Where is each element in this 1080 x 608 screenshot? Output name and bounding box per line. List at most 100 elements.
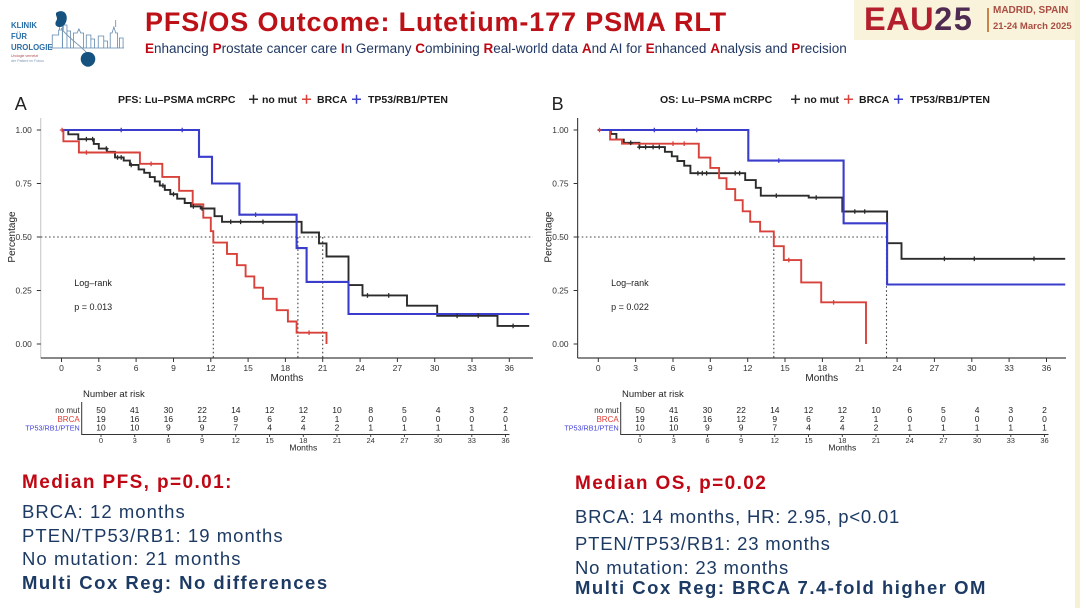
svg-text:1: 1 (368, 423, 373, 433)
svg-text:36: 36 (1040, 436, 1048, 445)
svg-text:0.00: 0.00 (15, 339, 32, 349)
svg-text:Number at risk: Number at risk (83, 389, 145, 400)
svg-text:der Patient im Fokus: der Patient im Fokus (11, 59, 44, 63)
svg-text:BRCA: BRCA (596, 415, 619, 424)
svg-text:0: 0 (941, 414, 946, 424)
svg-text:18: 18 (281, 363, 291, 373)
svg-text:TP53/RB1/PTEN: TP53/RB1/PTEN (25, 424, 79, 433)
svg-text:12: 12 (232, 436, 240, 445)
svg-text:10: 10 (871, 405, 881, 415)
svg-text:24: 24 (355, 363, 365, 373)
svg-text:1: 1 (1008, 423, 1013, 433)
svg-text:1: 1 (907, 423, 912, 433)
svg-text:10: 10 (669, 423, 679, 433)
svg-text:41: 41 (130, 405, 140, 415)
svg-text:12: 12 (197, 414, 207, 424)
svg-text:36: 36 (1042, 363, 1052, 373)
svg-text:16: 16 (164, 414, 174, 424)
svg-text:0: 0 (59, 363, 64, 373)
svg-text:12: 12 (838, 405, 848, 415)
svg-text:12: 12 (299, 405, 309, 415)
svg-text:1: 1 (469, 423, 474, 433)
svg-text:18: 18 (299, 436, 307, 445)
svg-text:0: 0 (907, 414, 912, 424)
svg-text:BRCA: BRCA (57, 415, 80, 424)
svg-text:10: 10 (96, 423, 106, 433)
svg-text:16: 16 (669, 414, 679, 424)
svg-text:12: 12 (265, 405, 275, 415)
svg-text:30: 30 (430, 363, 440, 373)
svg-text:10: 10 (635, 423, 645, 433)
svg-text:3: 3 (633, 363, 638, 373)
svg-text:5: 5 (402, 405, 407, 415)
svg-text:12: 12 (206, 363, 216, 373)
svg-text:9: 9 (705, 423, 710, 433)
svg-text:27: 27 (393, 363, 403, 373)
svg-text:6: 6 (806, 414, 811, 424)
svg-text:9: 9 (739, 436, 743, 445)
svg-text:Log–rank: Log–rank (611, 278, 649, 288)
svg-text:8: 8 (368, 405, 373, 415)
svg-text:4: 4 (436, 405, 441, 415)
svg-text:1: 1 (1042, 423, 1047, 433)
svg-text:30: 30 (434, 436, 442, 445)
svg-text:27: 27 (400, 436, 408, 445)
svg-text:PFS: Lu–PSMA mCRPC: PFS: Lu–PSMA mCRPC (118, 94, 236, 106)
svg-text:12: 12 (771, 436, 779, 445)
svg-text:3: 3 (1008, 405, 1013, 415)
svg-text:10: 10 (332, 405, 342, 415)
svg-text:KLINIK: KLINIK (11, 21, 37, 30)
svg-text:15: 15 (780, 363, 790, 373)
svg-text:12: 12 (804, 405, 814, 415)
svg-text:0.75: 0.75 (552, 179, 569, 189)
svg-text:24: 24 (906, 436, 914, 445)
svg-text:A: A (15, 94, 27, 114)
svg-text:p = 0.013: p = 0.013 (74, 302, 112, 312)
svg-text:21: 21 (872, 436, 880, 445)
svg-text:3: 3 (133, 436, 137, 445)
svg-text:24: 24 (892, 363, 902, 373)
svg-text:Percentage: Percentage (7, 211, 18, 263)
svg-text:0.75: 0.75 (15, 179, 32, 189)
svg-text:1.00: 1.00 (15, 125, 32, 135)
svg-text:1: 1 (874, 414, 879, 424)
svg-text:9: 9 (233, 414, 238, 424)
svg-text:Months: Months (289, 443, 317, 453)
svg-text:0: 0 (368, 414, 373, 424)
svg-text:TP53/RB1/PTEN: TP53/RB1/PTEN (910, 94, 990, 106)
svg-text:36: 36 (505, 363, 515, 373)
svg-text:no mut: no mut (262, 94, 297, 106)
svg-text:36: 36 (501, 436, 509, 445)
svg-text:19: 19 (635, 414, 645, 424)
svg-text:15: 15 (265, 436, 273, 445)
svg-text:6: 6 (267, 414, 272, 424)
svg-text:9: 9 (739, 423, 744, 433)
svg-text:0: 0 (975, 414, 980, 424)
svg-text:Percentage: Percentage (544, 211, 555, 263)
svg-text:12: 12 (736, 414, 746, 424)
svg-text:5: 5 (941, 405, 946, 415)
svg-text:41: 41 (669, 405, 679, 415)
svg-text:9: 9 (772, 414, 777, 424)
svg-text:16: 16 (130, 414, 140, 424)
svg-text:0.25: 0.25 (552, 286, 569, 296)
svg-text:OS: Lu–PSMA mCRPC: OS: Lu–PSMA mCRPC (660, 94, 773, 106)
svg-text:4: 4 (840, 423, 845, 433)
svg-text:1: 1 (975, 423, 980, 433)
svg-text:3: 3 (469, 405, 474, 415)
svg-text:33: 33 (467, 363, 477, 373)
svg-text:21: 21 (333, 436, 341, 445)
svg-text:no mut: no mut (55, 406, 80, 415)
svg-text:1: 1 (503, 423, 508, 433)
svg-text:0: 0 (99, 436, 103, 445)
svg-text:12: 12 (743, 363, 753, 373)
svg-text:30: 30 (973, 436, 981, 445)
svg-text:7: 7 (772, 423, 777, 433)
svg-text:6: 6 (166, 436, 170, 445)
svg-text:33: 33 (1007, 436, 1015, 445)
svg-text:p = 0.022: p = 0.022 (611, 302, 649, 312)
svg-text:1: 1 (436, 423, 441, 433)
svg-text:4: 4 (975, 405, 980, 415)
svg-text:19: 19 (96, 414, 106, 424)
svg-text:9: 9 (166, 423, 171, 433)
